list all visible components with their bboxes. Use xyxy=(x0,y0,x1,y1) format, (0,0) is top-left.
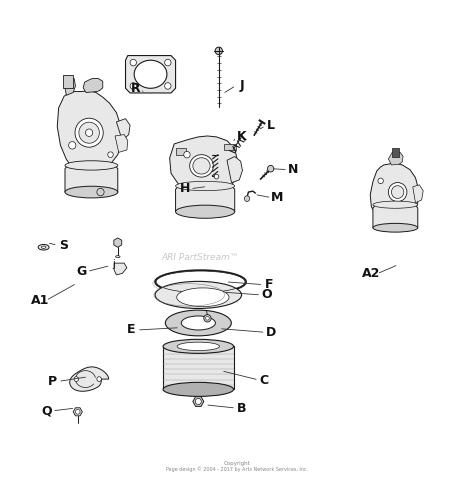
Ellipse shape xyxy=(177,288,229,307)
Ellipse shape xyxy=(163,382,234,396)
Ellipse shape xyxy=(190,155,213,177)
Polygon shape xyxy=(370,163,419,225)
Polygon shape xyxy=(170,136,238,199)
Polygon shape xyxy=(224,144,236,150)
Circle shape xyxy=(164,83,171,89)
Polygon shape xyxy=(373,205,418,228)
Text: J: J xyxy=(239,79,244,92)
Ellipse shape xyxy=(392,186,404,198)
Polygon shape xyxy=(175,186,235,212)
Circle shape xyxy=(267,166,274,172)
Circle shape xyxy=(130,83,137,89)
Text: N: N xyxy=(288,163,299,176)
Ellipse shape xyxy=(175,205,235,218)
Text: j: j xyxy=(112,259,115,269)
Circle shape xyxy=(97,188,104,196)
Text: E: E xyxy=(127,323,136,337)
Polygon shape xyxy=(126,56,175,93)
Bar xyxy=(392,148,399,157)
Polygon shape xyxy=(65,166,118,192)
Polygon shape xyxy=(388,152,403,165)
Ellipse shape xyxy=(193,158,210,174)
Text: Copyright: Copyright xyxy=(224,461,250,466)
Text: L: L xyxy=(267,119,275,132)
Ellipse shape xyxy=(41,246,46,248)
Text: S: S xyxy=(59,239,68,252)
Polygon shape xyxy=(70,367,109,391)
Circle shape xyxy=(74,377,79,381)
Circle shape xyxy=(378,178,383,184)
Text: G: G xyxy=(76,265,86,278)
Text: A1: A1 xyxy=(31,294,50,307)
Ellipse shape xyxy=(65,161,118,170)
Ellipse shape xyxy=(75,118,103,147)
Ellipse shape xyxy=(79,122,100,143)
Ellipse shape xyxy=(163,339,234,354)
Text: B: B xyxy=(237,402,246,414)
Text: H: H xyxy=(180,182,190,195)
Polygon shape xyxy=(73,408,82,416)
Ellipse shape xyxy=(177,342,219,351)
Ellipse shape xyxy=(373,201,418,208)
Ellipse shape xyxy=(175,181,235,191)
Polygon shape xyxy=(65,78,75,95)
Polygon shape xyxy=(114,263,127,275)
Polygon shape xyxy=(114,238,122,247)
Text: O: O xyxy=(261,288,272,301)
Text: R: R xyxy=(131,82,141,95)
Circle shape xyxy=(75,410,80,414)
Circle shape xyxy=(204,315,211,322)
Text: M: M xyxy=(271,191,283,204)
Ellipse shape xyxy=(155,281,242,308)
Circle shape xyxy=(69,142,76,149)
Ellipse shape xyxy=(181,316,215,330)
Ellipse shape xyxy=(388,183,407,202)
Circle shape xyxy=(214,174,219,179)
Polygon shape xyxy=(413,185,423,203)
Circle shape xyxy=(244,196,250,202)
Ellipse shape xyxy=(155,270,246,294)
Circle shape xyxy=(206,317,209,320)
Ellipse shape xyxy=(134,60,167,88)
Circle shape xyxy=(108,152,113,157)
Ellipse shape xyxy=(165,310,231,336)
Polygon shape xyxy=(57,91,122,176)
Circle shape xyxy=(195,398,201,405)
Polygon shape xyxy=(117,119,130,141)
Ellipse shape xyxy=(38,244,49,250)
Circle shape xyxy=(85,129,93,136)
Ellipse shape xyxy=(65,186,118,198)
Bar xyxy=(63,75,73,88)
Text: C: C xyxy=(260,374,269,387)
Text: D: D xyxy=(266,326,276,339)
Polygon shape xyxy=(163,346,234,390)
Text: A2: A2 xyxy=(362,267,381,281)
Circle shape xyxy=(215,47,222,55)
Circle shape xyxy=(97,377,101,381)
Polygon shape xyxy=(115,134,128,152)
Text: Q: Q xyxy=(42,404,52,417)
Text: ARI PartStream™: ARI PartStream™ xyxy=(162,253,239,262)
Polygon shape xyxy=(83,78,103,93)
Ellipse shape xyxy=(373,224,418,232)
Circle shape xyxy=(184,151,190,158)
Circle shape xyxy=(130,59,137,66)
Polygon shape xyxy=(193,397,204,406)
Polygon shape xyxy=(227,156,243,183)
Text: Page design © 2004 - 2017 by Arts Network Services, Inc.: Page design © 2004 - 2017 by Arts Networ… xyxy=(166,466,308,471)
Text: K: K xyxy=(237,131,246,143)
Polygon shape xyxy=(175,149,186,155)
Circle shape xyxy=(164,59,171,66)
Text: F: F xyxy=(264,278,273,291)
Ellipse shape xyxy=(116,256,120,258)
Text: P: P xyxy=(48,375,57,388)
